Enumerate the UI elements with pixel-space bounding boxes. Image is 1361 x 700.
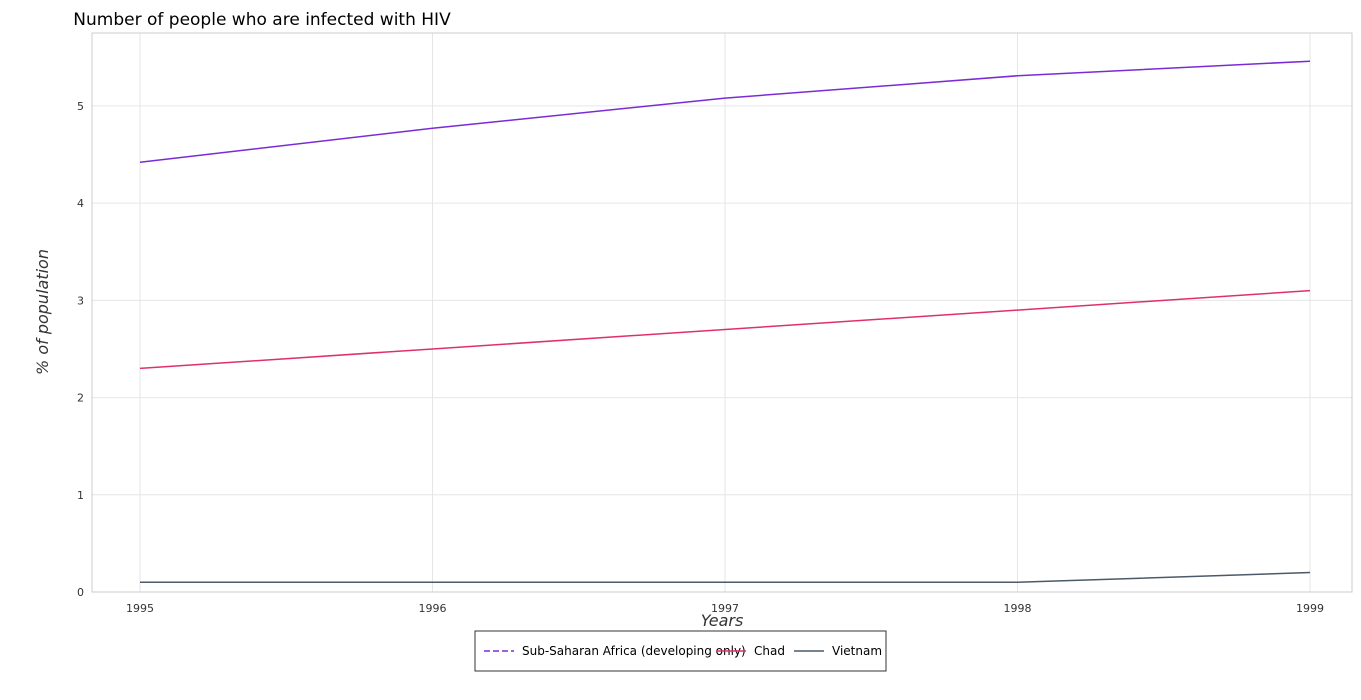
x-tick-label: 1995 <box>126 602 154 615</box>
series-lines <box>139 60 1311 584</box>
x-tick-label: 1996 <box>419 602 447 615</box>
x-tick-label: 1997 <box>711 602 739 615</box>
chart-title: Number of people who are infected with H… <box>73 10 451 30</box>
y-tick-label: 1 <box>77 489 84 502</box>
x-tick-label: 1999 <box>1296 602 1324 615</box>
y-axis-label: % of population <box>33 249 52 375</box>
y-tick-label: 0 <box>77 586 84 599</box>
y-tick-label: 5 <box>77 100 84 113</box>
plot-area-border <box>91 32 1353 593</box>
y-tick-labels: 0 1 2 3 4 5 <box>77 100 84 599</box>
x-tick-labels: 1995 1996 1997 1998 1999 <box>126 602 1324 615</box>
y-tick-label: 4 <box>77 197 84 210</box>
legend-label: Vietnam <box>832 644 882 658</box>
series-line-1 <box>139 289 1311 370</box>
series-line-2 <box>140 571 1311 584</box>
series-line-0 <box>139 60 1311 164</box>
legend-label: Sub-Saharan Africa (developing only) <box>522 644 746 658</box>
y-tick-label: 3 <box>77 294 84 307</box>
x-axis-label: Years <box>701 611 744 630</box>
grid-lines <box>92 33 1352 593</box>
y-tick-label: 2 <box>77 392 84 405</box>
legend: Sub-Saharan Africa (developing only) Chad… <box>474 630 887 672</box>
x-tick-label: 1998 <box>1004 602 1032 615</box>
legend-label: Chad <box>754 644 785 658</box>
